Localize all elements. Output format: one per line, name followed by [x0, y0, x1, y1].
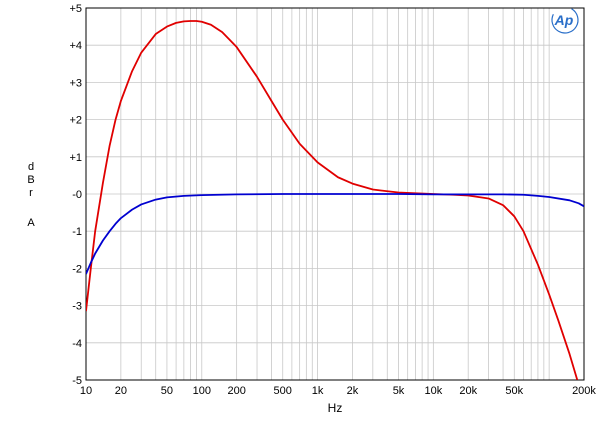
plot-frame	[85, 7, 585, 381]
y-tick-label: +4	[69, 40, 82, 52]
data-series	[86, 20, 584, 380]
x-tick-label: 100	[193, 385, 211, 397]
y-tick-label: -1	[72, 226, 82, 238]
y-tick-label: -4	[72, 338, 82, 350]
y-axis-label-letter: d	[28, 161, 34, 173]
x-tick-label: 50	[161, 385, 173, 397]
x-tick-label: 10k	[424, 385, 442, 397]
x-tick-label: 200	[227, 385, 245, 397]
y-tick-labels: +5 +4 +3 +2 +1 -0 -1 -2 -3 -4 -5	[69, 3, 82, 387]
y-tick-label: +2	[69, 115, 82, 127]
y-tick-label: -0	[72, 189, 82, 201]
x-tick-label: 20k	[459, 385, 477, 397]
y-axis-label: dBr A	[27, 161, 35, 229]
x-tick-label: 50k	[505, 385, 523, 397]
y-axis-label-letter: r	[29, 187, 33, 199]
y-tick-label: -5	[72, 375, 82, 387]
series-line-2	[86, 193, 584, 275]
x-tick-labels: 10 20 50 100 200 500 1k 2k 5k 10k 20k 50k 200k	[80, 385, 597, 397]
y-tick-label: +1	[69, 152, 82, 164]
series-line-1	[86, 20, 579, 380]
x-axis-label: Hz	[328, 401, 343, 415]
x-tick-label: 20	[115, 385, 127, 397]
x-tick-label: 500	[274, 385, 292, 397]
y-axis-label-letter: B	[27, 174, 34, 186]
y-tick-label: -2	[72, 263, 82, 275]
ap-logo-text: Ap	[554, 12, 574, 28]
x-tick-label: 1k	[312, 385, 324, 397]
y-tick-label: +3	[69, 77, 82, 89]
x-tick-label: 2k	[347, 385, 359, 397]
x-tick-label: 5k	[393, 385, 405, 397]
y-axis-label-letter: A	[27, 217, 35, 229]
x-tick-label: 10	[80, 385, 92, 397]
y-tick-label: +5	[69, 3, 82, 15]
x-tick-label: 200k	[572, 385, 596, 397]
y-tick-label: -3	[72, 301, 82, 313]
